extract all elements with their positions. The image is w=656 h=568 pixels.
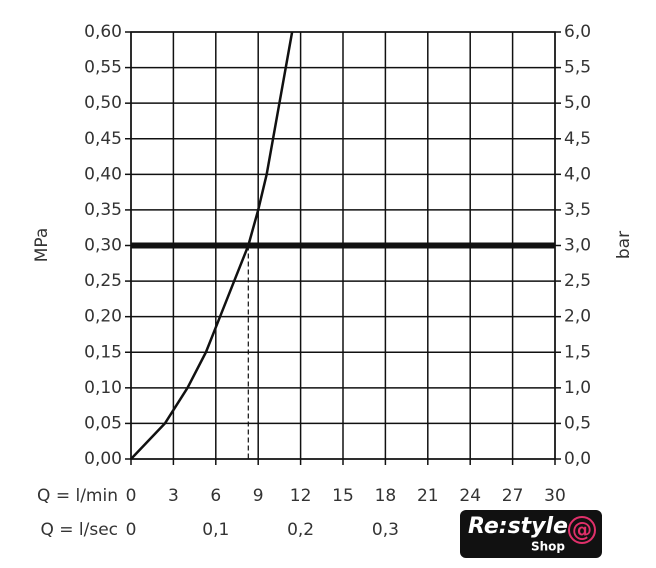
- y2-tick-label: 1,0: [564, 378, 591, 398]
- y2-axis-label: bar: [614, 231, 634, 259]
- y2-tick-label: 2,0: [564, 307, 591, 327]
- y-tick-label: 0,10: [84, 378, 122, 398]
- x2-axis-label: Q = l/sec: [40, 520, 118, 540]
- y-tick-label: 0,50: [84, 93, 122, 113]
- x-tick-label: 18: [375, 486, 397, 506]
- y-tick-label: 0,35: [84, 200, 122, 220]
- y-tick-label: 0,45: [84, 129, 122, 149]
- y2-tick-label: 6,0: [564, 22, 591, 42]
- y2-tick-label: 3,5: [564, 200, 591, 220]
- x-tick-label: 12: [290, 486, 312, 506]
- x-tick-label: 24: [459, 486, 481, 506]
- y-tick-label: 0,40: [84, 164, 122, 184]
- logo-background: [460, 510, 602, 558]
- y-tick-label: 0,55: [84, 58, 122, 78]
- y-tick-label: 0,25: [84, 271, 122, 291]
- y2-tick-label: 5,5: [564, 58, 591, 78]
- y-tick-label: 0,00: [84, 449, 122, 469]
- x2-tick-label: 0: [126, 520, 137, 540]
- y2-tick-label: 4,5: [564, 129, 591, 149]
- logo-symbol: @: [572, 518, 592, 542]
- x-tick-label: 27: [502, 486, 524, 506]
- y2-tick-label: 0,0: [564, 449, 591, 469]
- x-tick-label: 3: [168, 486, 179, 506]
- x-axis-label: Q = l/min: [37, 486, 118, 506]
- y-tick-label: 0,15: [84, 342, 122, 362]
- y2-tick-label: 0,5: [564, 413, 591, 433]
- x-tick-label: 21: [417, 486, 439, 506]
- logo-brand: Re:style: [468, 514, 568, 539]
- y2-tick-label: 1,5: [564, 342, 591, 362]
- x-tick-label: 9: [253, 486, 264, 506]
- logo-ring: [568, 516, 596, 544]
- x2-tick-label: 0,1: [202, 520, 229, 540]
- y2-tick-label: 4,0: [564, 164, 591, 184]
- x-tick-label: 30: [544, 486, 566, 506]
- y2-tick-label: 3,0: [564, 236, 591, 256]
- x2-tick-label: 0,3: [372, 520, 399, 540]
- y-tick-label: 0,20: [84, 307, 122, 327]
- y-axis-label: MPa: [32, 228, 52, 263]
- x-tick-label: 15: [332, 486, 354, 506]
- x2-tick-label: 0,2: [287, 520, 314, 540]
- x-tick-label: 0: [126, 486, 137, 506]
- y-tick-label: 0,30: [84, 236, 122, 256]
- curve: [130, 31, 294, 460]
- logo-sub: Shop: [531, 540, 565, 554]
- y-tick-label: 0,60: [84, 22, 122, 42]
- y2-tick-label: 2,5: [564, 271, 591, 291]
- x-tick-label: 6: [210, 486, 221, 506]
- y-tick-label: 0,05: [84, 413, 122, 433]
- logo: Re:style @ Shop: [460, 510, 602, 558]
- y2-tick-label: 5,0: [564, 93, 591, 113]
